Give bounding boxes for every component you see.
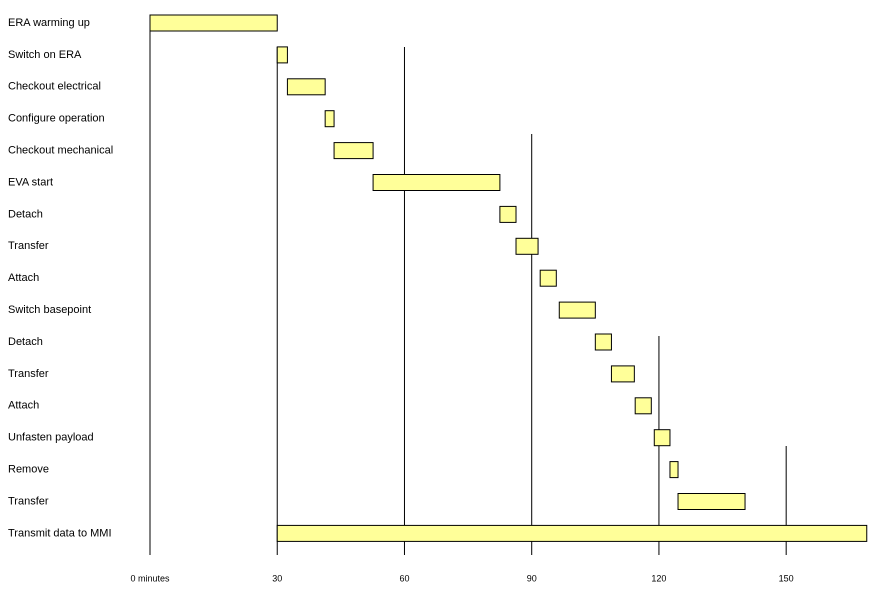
- x-tick-label: 120: [651, 573, 666, 583]
- x-tick-label: 0 minutes: [130, 573, 170, 583]
- task-label: Transfer: [8, 495, 49, 507]
- task-bar: [539, 269, 557, 287]
- task-bar: [677, 493, 746, 510]
- task-label: Unfasten payload: [8, 432, 94, 444]
- x-tick-label: 90: [527, 573, 537, 583]
- task-label: Transfer: [8, 368, 49, 380]
- x-tick-label: 30: [272, 573, 282, 583]
- task-bar: [286, 78, 326, 96]
- task-label: Detach: [8, 336, 43, 348]
- task-label: Switch on ERA: [8, 49, 82, 61]
- task-bar: [499, 205, 517, 223]
- task-bar: [276, 46, 288, 64]
- task-bar: [653, 429, 671, 447]
- task-label: Checkout electrical: [8, 81, 101, 93]
- task-label: Transfer: [8, 240, 49, 252]
- task-bar: [333, 142, 374, 160]
- task-bar: [669, 461, 679, 479]
- task-label: Switch basepoint: [8, 304, 91, 316]
- task-bar: [324, 110, 335, 128]
- x-tick-label: 150: [779, 573, 794, 583]
- task-label: Configure operation: [8, 113, 105, 125]
- task-label: Attach: [8, 272, 39, 284]
- task-bar: [594, 333, 612, 351]
- task-bar: [558, 301, 596, 319]
- task-label: EVA start: [8, 176, 53, 188]
- task-label: Attach: [8, 400, 39, 412]
- task-bar: [372, 174, 501, 191]
- x-tick-label: 60: [399, 573, 409, 583]
- task-label: Transmit data to MMI: [8, 527, 112, 539]
- task-bar: [610, 365, 635, 383]
- task-bar: [515, 237, 539, 255]
- task-label: ERA warming up: [8, 17, 90, 29]
- task-label: Checkout mechanical: [8, 145, 113, 157]
- task-label: Detach: [8, 208, 43, 220]
- task-label: Remove: [8, 464, 49, 476]
- task-bar: [634, 397, 652, 415]
- task-bar: [276, 524, 868, 542]
- task-bar: [149, 14, 278, 32]
